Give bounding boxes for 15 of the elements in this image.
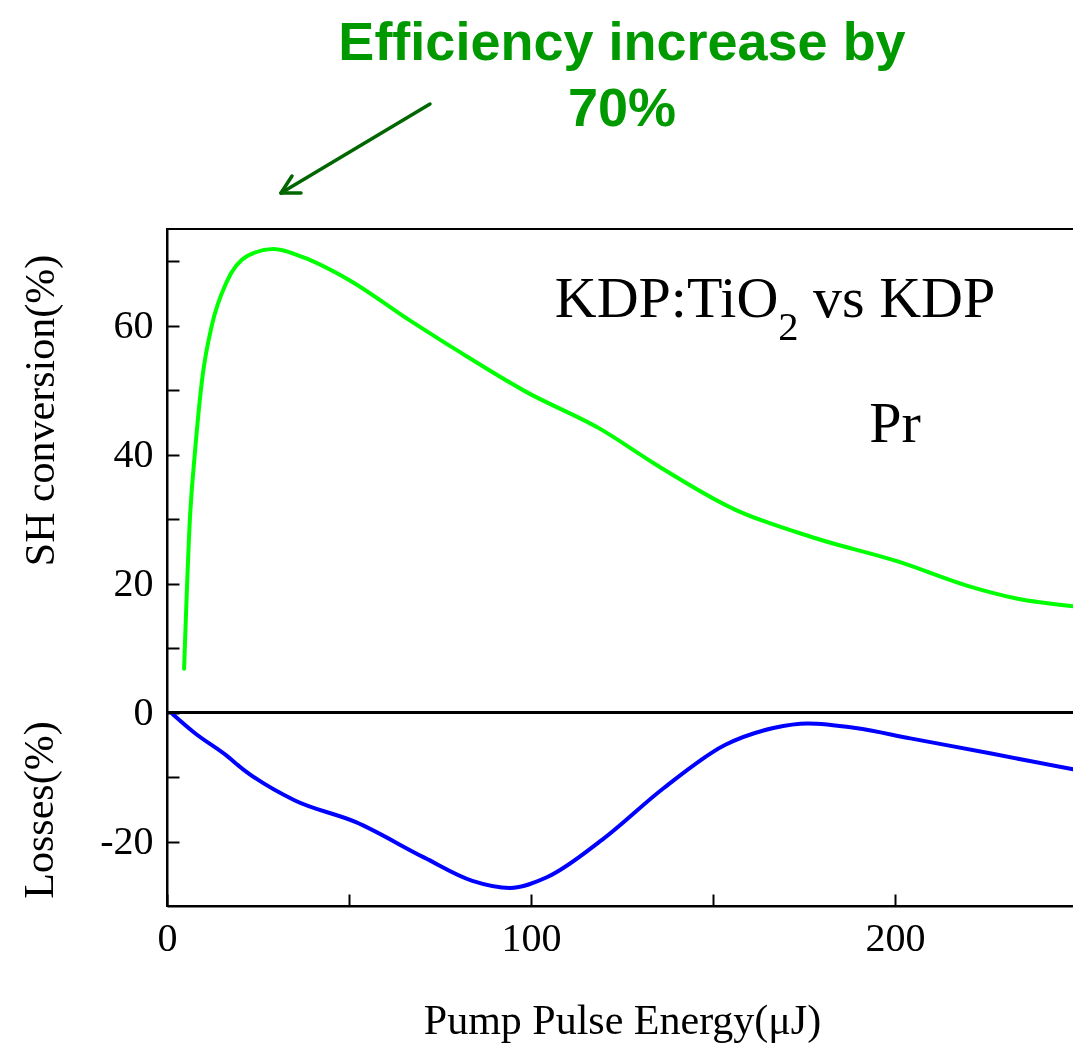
x-axis-title: Pump Pulse Energy(μJ)	[423, 996, 822, 1044]
line-series	[182, 246, 1073, 671]
x-tick-label: 200	[865, 914, 926, 960]
y-tick-label: -20	[100, 818, 154, 864]
y-tick-label: 40	[113, 431, 154, 477]
x-tick-label: 100	[501, 914, 562, 960]
line-series	[170, 711, 1073, 890]
annotation: KDP:TiO$_{2}$ vs KDP	[554, 265, 996, 349]
annotation: Pr	[869, 390, 921, 455]
y-tick-label: 0	[133, 689, 154, 735]
text: Losses(%)	[16, 721, 63, 899]
y-axis-title: SH conversion(%)	[16, 254, 64, 567]
y-tick-label: 20	[113, 560, 154, 606]
chart-title: Efficiency increase by 70%	[338, 11, 906, 137]
y-tick-label: 60	[113, 302, 154, 348]
